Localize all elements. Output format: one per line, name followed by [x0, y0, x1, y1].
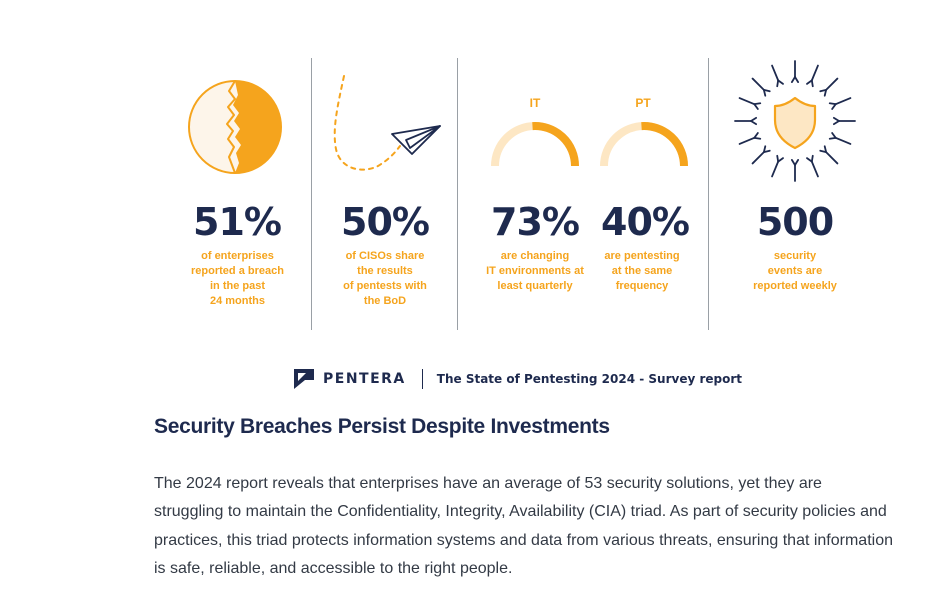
stat-value: 40%	[601, 200, 690, 244]
attack-arrow	[825, 77, 839, 91]
attack-arrowhead	[762, 145, 767, 154]
brand-bar: PENTERA The State of Pentesting 2024 - S…	[293, 368, 742, 390]
article-paragraph: The 2024 report reveals that enterprises…	[154, 475, 893, 577]
stat-value: 50%	[341, 200, 430, 244]
attack-arrowhead	[819, 149, 828, 154]
divider	[311, 58, 312, 330]
attack-arrowhead	[806, 157, 813, 163]
stat-value: 51%	[193, 200, 282, 244]
attack-arrow	[834, 97, 852, 106]
report-title: The State of Pentesting 2024 - Survey re…	[436, 372, 742, 386]
attack-arrow	[825, 151, 839, 165]
attack-arrowhead	[794, 76, 800, 84]
divider	[708, 58, 709, 330]
attack-arrowhead	[831, 103, 837, 110]
stat-caption: security events are reported weekly	[753, 250, 837, 292]
divider	[457, 58, 458, 330]
attack-arrow	[771, 160, 780, 178]
brand-separator	[421, 369, 423, 389]
attack-arrowhead	[750, 116, 758, 122]
stat-value: 73%	[491, 200, 580, 244]
attack-arrowhead	[810, 79, 814, 88]
pentera-logo-icon	[294, 369, 314, 389]
shield-attack-icon	[734, 60, 856, 182]
attack-arrowhead	[832, 120, 840, 126]
paper-plane-icon	[333, 75, 441, 171]
gauge-icon	[491, 122, 579, 167]
article-heading: Security Breaches Persist Despite Invest…	[154, 415, 610, 438]
attack-arrow	[810, 160, 819, 178]
brand-name: PENTERA	[323, 371, 406, 387]
attack-arrowhead	[753, 132, 759, 139]
stats-infographic: 51% of enterprises reported a breach in …	[188, 58, 856, 330]
attack-arrowhead	[776, 154, 780, 163]
attack-arrowhead	[777, 79, 784, 85]
attack-arrow	[771, 64, 780, 82]
stat-caption: are pentesting at the same frequency	[604, 250, 680, 292]
attack-arrow	[738, 136, 756, 145]
gauge-label: PT	[635, 96, 651, 110]
gauge-icon	[600, 122, 688, 167]
attack-arrow	[834, 136, 852, 145]
attack-arrowhead	[828, 136, 837, 140]
attack-arrowhead	[823, 88, 828, 97]
attack-arrowhead	[762, 88, 771, 93]
stat-caption: are changing IT environments at least qu…	[486, 250, 584, 292]
attack-arrow	[738, 97, 756, 106]
attack-arrow	[751, 151, 765, 165]
attack-arrowhead	[790, 158, 796, 166]
attack-arrow	[810, 64, 819, 82]
breached-circle-icon	[188, 80, 282, 174]
stat-caption: of CISOs share the results of pentests w…	[343, 250, 427, 307]
attack-arrowhead	[753, 102, 762, 106]
stat-value: 500	[756, 200, 834, 244]
stat-caption: of enterprises reported a breach in the …	[191, 250, 284, 307]
gauge-label: IT	[529, 96, 541, 110]
attack-arrow	[751, 77, 765, 91]
